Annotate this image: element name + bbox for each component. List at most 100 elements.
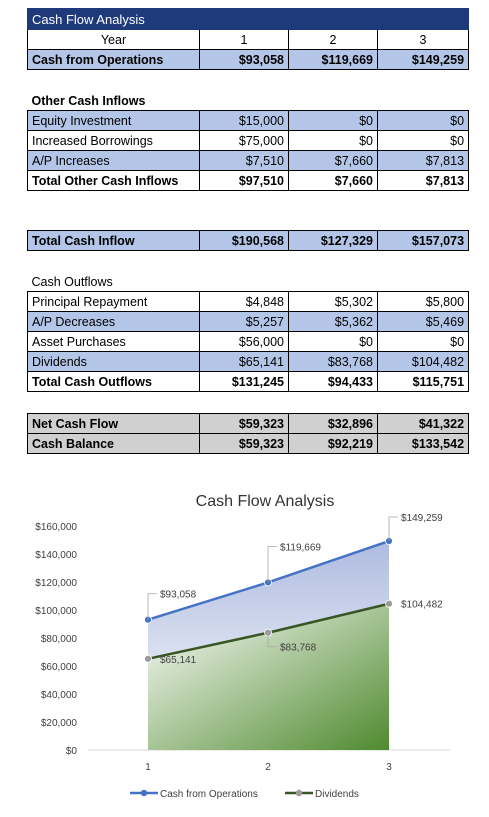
table-title-row: Cash Flow Analysis <box>26 8 470 30</box>
table-row: A/P Increases $7,510 $7,660 $7,813 <box>27 150 470 171</box>
value-cell[interactable]: $41,322 <box>376 413 470 434</box>
y-tick-label: $120,000 <box>35 578 77 589</box>
value-cell[interactable]: $59,323 <box>199 433 289 454</box>
value-cell[interactable]: $92,219 <box>288 433 378 454</box>
total-row: Total Other Cash Inflows $97,510 $7,660 … <box>27 170 470 191</box>
data-label: $149,259 <box>401 513 443 524</box>
value-cell[interactable]: $32,896 <box>288 413 378 434</box>
table-title: Cash Flow Analysis <box>26 8 470 30</box>
net-cash-flow-row: Net Cash Flow $59,323 $32,896 $41,322 <box>27 413 470 434</box>
y-tick-label: $60,000 <box>41 662 78 673</box>
value-cell[interactable]: $0 <box>288 331 378 352</box>
value-cell[interactable]: $75,000 <box>199 130 289 151</box>
value-cell[interactable]: $7,813 <box>376 170 470 191</box>
dividends-series-point[interactable] <box>144 654 152 663</box>
row-label[interactable]: Equity Investment <box>27 110 200 131</box>
y-tick-label: $20,000 <box>41 718 78 729</box>
value-cell[interactable]: $5,302 <box>288 291 378 312</box>
value-cell[interactable]: $190,568 <box>199 230 289 251</box>
value-cell[interactable]: $119,669 <box>288 49 378 70</box>
value-cell[interactable]: $5,800 <box>376 291 470 312</box>
data-label: $93,058 <box>160 590 197 601</box>
value-cell[interactable]: $65,141 <box>199 351 289 372</box>
cash-flow-table: Cash Flow Analysis Year 1 2 3 Cash from … <box>26 8 470 454</box>
row-label[interactable]: Principal Repayment <box>27 291 200 312</box>
dividends-series-point[interactable] <box>385 599 393 608</box>
legend-label: Dividends <box>315 789 359 800</box>
row-label[interactable]: Total Cash Outflows <box>27 371 200 392</box>
year-cell[interactable]: 3 <box>376 29 470 50</box>
section-heading: Cash Outflows <box>31 274 113 289</box>
year-cell[interactable]: 2 <box>288 29 378 50</box>
y-tick-label: $100,000 <box>35 606 77 617</box>
legend-label: Cash from Operations <box>160 789 258 800</box>
value-cell[interactable]: $0 <box>288 110 378 131</box>
row-label[interactable]: Cash Balance <box>27 433 200 454</box>
value-cell[interactable]: $83,768 <box>288 351 378 372</box>
section-heading-row: Cash Outflows <box>28 272 469 292</box>
chart-title: Cash Flow Analysis <box>196 493 335 510</box>
cash-flow-chart[interactable]: Cash Flow Analysis $0 $20,000 $40,000 $60,0… <box>0 480 489 810</box>
value-cell[interactable]: $131,245 <box>199 371 289 392</box>
y-tick-label: $140,000 <box>35 550 77 561</box>
data-label: $119,669 <box>280 542 321 553</box>
table-row: Principal Repayment $4,848 $5,302 $5,800 <box>27 291 470 312</box>
row-label[interactable]: Net Cash Flow <box>27 413 200 434</box>
row-label[interactable]: Total Other Cash Inflows <box>27 170 200 191</box>
table-row: Equity Investment $15,000 $0 $0 <box>27 110 470 131</box>
value-cell[interactable]: $93,058 <box>199 49 289 70</box>
value-cell[interactable]: $5,362 <box>288 311 378 332</box>
x-tick-label: 1 <box>145 762 151 773</box>
value-cell[interactable]: $149,259 <box>376 49 470 70</box>
year-label[interactable]: Year <box>27 29 200 50</box>
value-cell[interactable]: $7,510 <box>199 150 289 171</box>
value-cell[interactable]: $94,433 <box>288 371 378 392</box>
data-label: $65,141 <box>160 655 197 666</box>
legend-swatch-marker <box>140 789 148 797</box>
y-tick-label: $40,000 <box>41 690 78 701</box>
value-cell[interactable]: $0 <box>376 110 470 131</box>
row-label[interactable]: Cash from Operations <box>27 49 200 70</box>
row-label[interactable]: Dividends <box>27 351 200 372</box>
data-label: $104,482 <box>401 600 443 611</box>
data-label-leader <box>147 593 157 620</box>
value-cell[interactable]: $0 <box>376 331 470 352</box>
table-row: Asset Purchases $56,000 $0 $0 <box>27 331 470 352</box>
value-cell[interactable]: $115,751 <box>376 371 470 392</box>
data-label-leader <box>267 546 277 583</box>
x-tick-label: 2 <box>265 762 271 773</box>
row-label[interactable]: A/P Increases <box>27 150 200 171</box>
chart-legend: Cash from Operations Dividends <box>130 789 359 800</box>
data-label-leader <box>267 632 277 648</box>
data-label-leader <box>388 516 398 542</box>
value-cell[interactable]: $56,000 <box>199 331 289 352</box>
y-tick-label: $0 <box>66 746 78 757</box>
value-cell[interactable]: $7,660 <box>288 150 378 171</box>
value-cell[interactable]: $7,660 <box>288 170 378 191</box>
value-cell[interactable]: $5,469 <box>376 311 470 332</box>
legend-swatch-marker <box>295 789 303 797</box>
y-tick-label: $80,000 <box>41 634 78 645</box>
section-heading: Other Cash Inflows <box>31 93 146 108</box>
total-row: Total Cash Outflows $131,245 $94,433 $11… <box>27 371 470 392</box>
value-cell[interactable]: $4,848 <box>199 291 289 312</box>
row-label[interactable]: Increased Borrowings <box>27 130 200 151</box>
y-tick-label: $160,000 <box>35 522 77 533</box>
value-cell[interactable]: $7,813 <box>376 150 470 171</box>
value-cell[interactable]: $127,329 <box>288 230 378 251</box>
row-label[interactable]: Total Cash Inflow <box>27 230 200 251</box>
row-label[interactable]: Asset Purchases <box>27 331 200 352</box>
value-cell[interactable]: $59,323 <box>199 413 289 434</box>
year-cell[interactable]: 1 <box>199 29 289 50</box>
value-cell[interactable]: $0 <box>288 130 378 151</box>
value-cell[interactable]: $104,482 <box>376 351 470 372</box>
value-cell[interactable]: $133,542 <box>376 433 470 454</box>
value-cell[interactable]: $97,510 <box>199 170 289 191</box>
dividends-series-area <box>148 603 389 750</box>
value-cell[interactable]: $0 <box>376 130 470 151</box>
table-row: Increased Borrowings $75,000 $0 $0 <box>27 130 470 151</box>
value-cell[interactable]: $5,257 <box>199 311 289 332</box>
value-cell[interactable]: $157,073 <box>376 230 470 251</box>
value-cell[interactable]: $15,000 <box>199 110 289 131</box>
row-label[interactable]: A/P Decreases <box>27 311 200 332</box>
